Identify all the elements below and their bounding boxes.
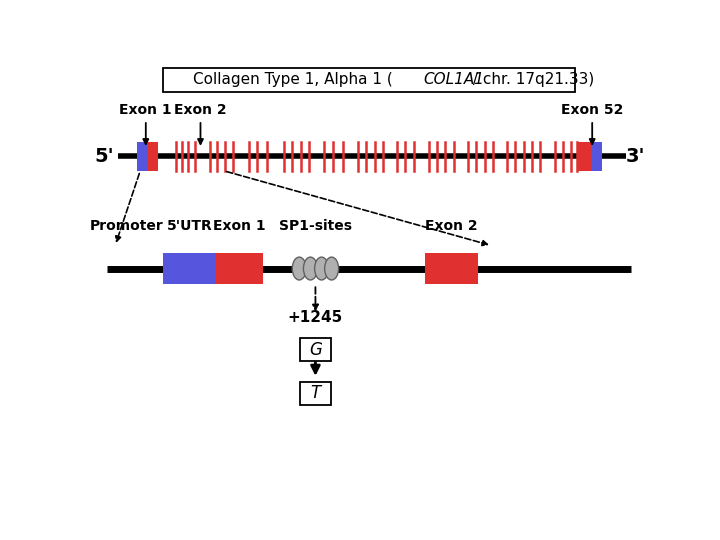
Ellipse shape [315, 257, 328, 280]
Ellipse shape [303, 257, 318, 280]
Bar [300, 338, 330, 361]
Text: Exon 1: Exon 1 [213, 219, 266, 233]
Text: Collagen Type 1, Alpha 1 (: Collagen Type 1, Alpha 1 ( [193, 72, 393, 87]
Bar [300, 382, 330, 404]
Text: Exon 52: Exon 52 [561, 103, 624, 117]
Text: G: G [309, 341, 322, 359]
Ellipse shape [325, 257, 338, 280]
Text: Promoter: Promoter [89, 219, 163, 233]
Text: SP1-sites: SP1-sites [279, 219, 352, 233]
Text: 3': 3' [626, 147, 645, 166]
Ellipse shape [292, 257, 306, 280]
Bar [425, 253, 478, 284]
Text: 5': 5' [94, 147, 114, 166]
Bar [147, 141, 158, 171]
Bar [215, 253, 263, 284]
Text: +1245: +1245 [288, 309, 343, 325]
Bar [578, 141, 593, 171]
Text: Exon 1: Exon 1 [120, 103, 172, 117]
Bar [163, 68, 575, 92]
Bar [593, 141, 602, 171]
Text: Exon 2: Exon 2 [174, 103, 227, 117]
Bar [163, 253, 215, 284]
Text: COL1A1: COL1A1 [423, 72, 484, 87]
Text: 5'UTR: 5'UTR [166, 219, 212, 233]
Bar [138, 141, 147, 171]
Text: / chr. 17q21.33): / chr. 17q21.33) [468, 72, 595, 87]
Text: T: T [310, 384, 320, 402]
Text: Exon 2: Exon 2 [426, 219, 478, 233]
